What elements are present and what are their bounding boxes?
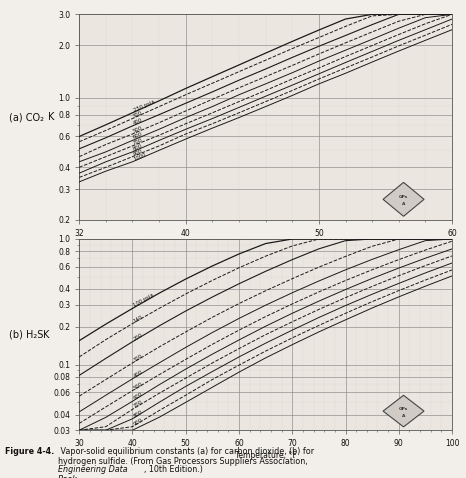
Text: Vapor-solid equilibrium constants (a) for carbon dioxide, (b) for
hydrogen sulfi: Vapor-solid equilibrium constants (a) fo… xyxy=(58,447,315,467)
Text: (a) CO₂: (a) CO₂ xyxy=(9,112,44,122)
Text: A: A xyxy=(402,414,405,418)
Text: 100 psia: 100 psia xyxy=(132,293,155,308)
Text: 140: 140 xyxy=(132,314,144,324)
Text: , 10th Edition.): , 10th Edition.) xyxy=(144,465,203,474)
Text: 1000: 1000 xyxy=(132,152,147,162)
Text: 500: 500 xyxy=(132,125,144,134)
Text: 500: 500 xyxy=(132,381,144,391)
Text: GPs: GPs xyxy=(399,196,408,199)
Text: (b) H₂S: (b) H₂S xyxy=(9,330,44,339)
Text: 800: 800 xyxy=(132,143,144,152)
Text: 700: 700 xyxy=(132,138,144,146)
Y-axis label: K: K xyxy=(48,112,55,122)
Polygon shape xyxy=(383,183,424,216)
Text: 600: 600 xyxy=(132,391,144,401)
Text: 300: 300 xyxy=(132,354,144,363)
Text: 200: 200 xyxy=(132,332,144,342)
Text: GPs: GPs xyxy=(399,407,408,411)
X-axis label: Temperature, °F: Temperature, °F xyxy=(235,451,296,460)
Polygon shape xyxy=(383,395,424,427)
Text: A: A xyxy=(402,203,405,206)
Text: 300: 300 xyxy=(132,110,144,119)
Text: 400: 400 xyxy=(132,369,144,379)
Y-axis label: K: K xyxy=(43,330,49,339)
Text: 250 psia: 250 psia xyxy=(132,99,155,113)
Text: 700: 700 xyxy=(132,400,144,409)
Text: 900: 900 xyxy=(132,417,144,427)
Text: 900: 900 xyxy=(132,148,144,157)
Text: Engineering Data
Book: Engineering Data Book xyxy=(58,465,128,478)
Text: 600: 600 xyxy=(132,132,144,141)
Text: 1000: 1000 xyxy=(0,477,1,478)
Text: 800: 800 xyxy=(132,409,144,419)
Text: 400: 400 xyxy=(132,117,144,126)
Text: Figure 4-4.: Figure 4-4. xyxy=(5,447,54,456)
X-axis label: Temperature, °F: Temperature, °F xyxy=(235,241,296,250)
